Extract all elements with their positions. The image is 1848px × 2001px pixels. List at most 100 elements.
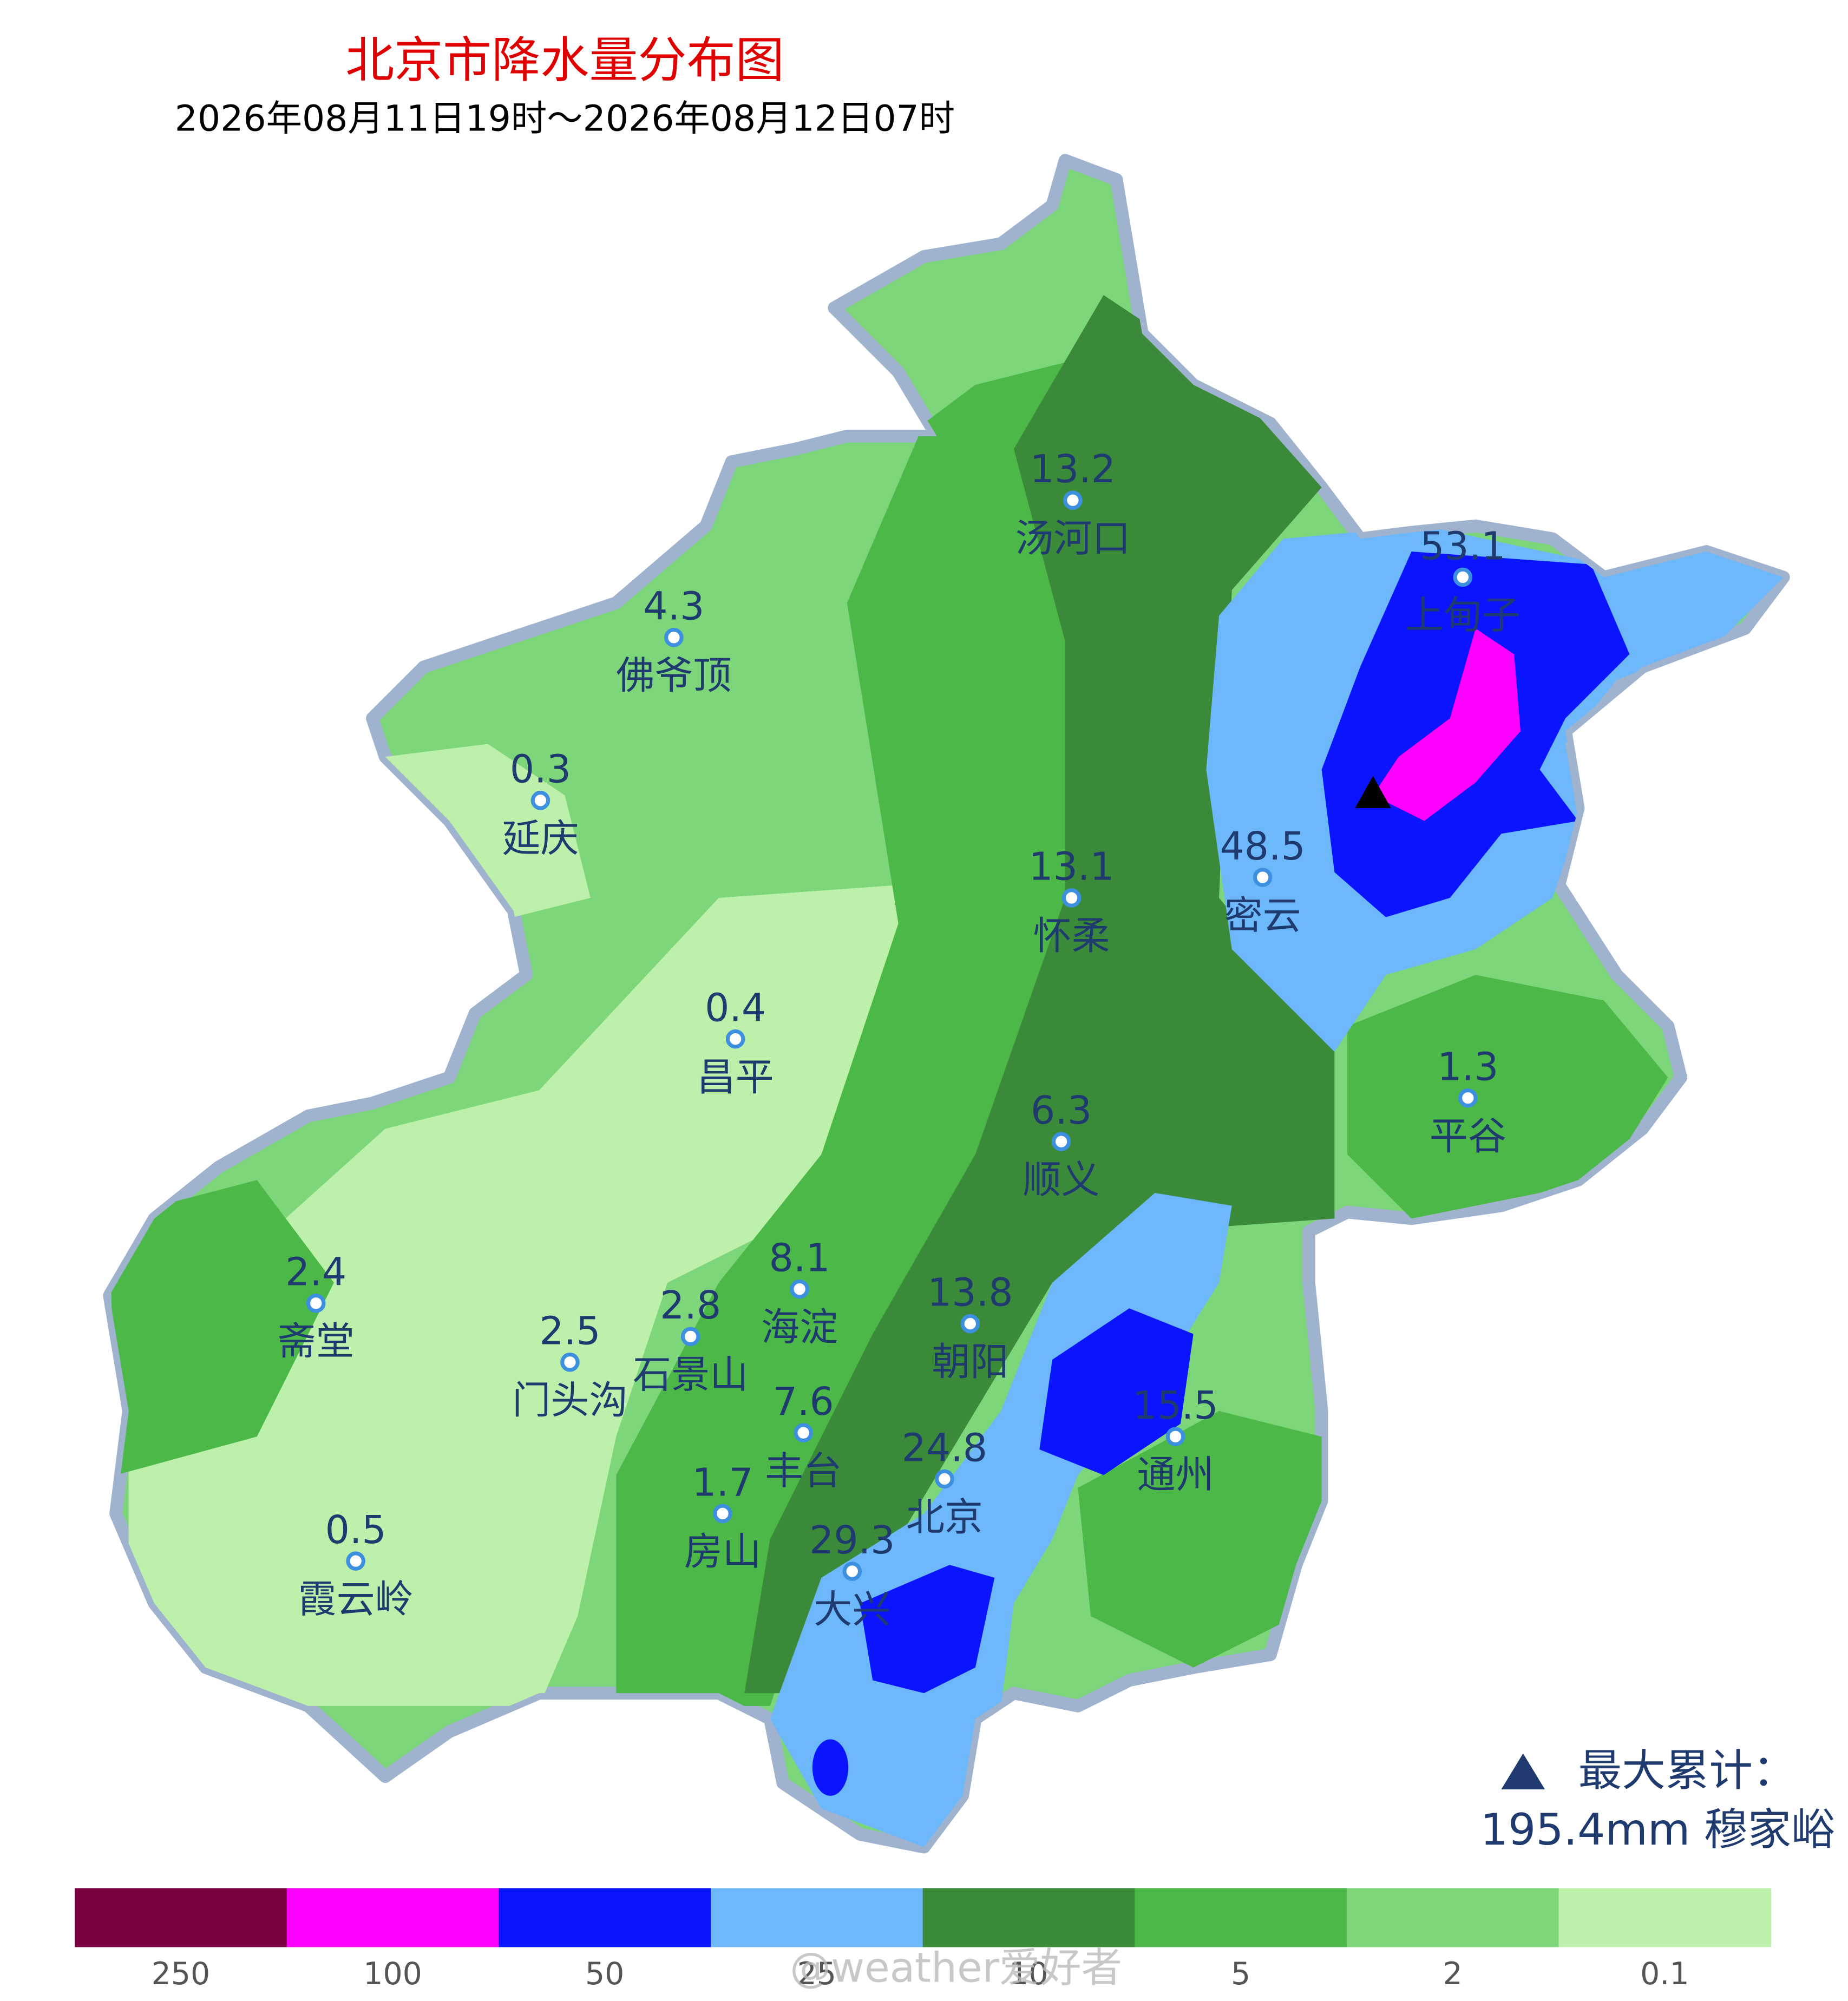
station-dot (842, 1562, 862, 1581)
station-value: 13.2 (1030, 447, 1116, 491)
zone-blue (1039, 1308, 1194, 1475)
station-dot (560, 1353, 580, 1372)
station-dot (1063, 490, 1083, 510)
legend-label: 50 (585, 1956, 624, 1992)
zone-green (1078, 1410, 1322, 1668)
station-value: 48.5 (1220, 824, 1306, 869)
station-name: 斋堂 (278, 1319, 355, 1364)
map-subtitle: 2026年08月11日19时～2026年08月12日07时 (175, 97, 955, 140)
station-name: 上甸子 (1405, 593, 1521, 638)
max-text: 195.4mm 穆家峪 (1480, 1805, 1835, 1855)
station-value: 8.1 (769, 1236, 830, 1281)
legend-swatch (286, 1888, 500, 1947)
station-value: 13.1 (1028, 844, 1114, 889)
max-label: 最大累计： (1578, 1746, 1797, 1796)
legend-swatch (499, 1888, 712, 1947)
station-value: 13.8 (927, 1270, 1013, 1315)
legend-swatch (1558, 1888, 1772, 1947)
station-name: 延庆 (502, 816, 579, 861)
rain-zones (109, 295, 1784, 1847)
max-triangle (1355, 776, 1391, 809)
station-name: 顺义 (1023, 1157, 1099, 1202)
station-name: 北京 (906, 1494, 983, 1539)
legend-label: 250 (152, 1956, 211, 1992)
station-name: 门头沟 (512, 1378, 627, 1423)
legend-swatch (922, 1888, 1136, 1947)
zone-green (109, 1180, 334, 1475)
legend-label: 100 (363, 1956, 422, 1992)
watermark: @weather爱好者 (790, 1944, 1122, 1991)
station-value: 0.3 (510, 747, 571, 792)
station-value: 0.4 (705, 985, 766, 1030)
zone-blue (812, 1739, 849, 1796)
zone-green (616, 359, 1078, 1706)
legend-label: 2 (1443, 1956, 1463, 1992)
station-value: 2.4 (285, 1250, 346, 1295)
legend: 250 100 50 25 10 5 2 0.1 (75, 1888, 1772, 1992)
zone-blue (860, 1565, 995, 1694)
station-dot (1458, 1088, 1478, 1108)
station-name: 昌平 (697, 1054, 774, 1099)
station-name: 房山 (684, 1529, 761, 1574)
legend-label: 25 (797, 1956, 836, 1992)
station-name: 大兴 (814, 1587, 890, 1632)
station-dot (794, 1423, 814, 1442)
station-value: 53.1 (1420, 523, 1505, 568)
station-value: 2.8 (660, 1283, 721, 1328)
precipitation-map (103, 154, 1790, 1854)
station-dot (664, 628, 684, 647)
station-value: 1.7 (692, 1460, 753, 1505)
map-title: 北京市降水量分布图 (345, 32, 784, 89)
max-legend-triangle (1501, 1753, 1545, 1789)
station-dot (1051, 1132, 1071, 1151)
station-name: 密云 (1224, 893, 1301, 938)
station-dot (346, 1551, 365, 1571)
station-value: 4.3 (643, 584, 704, 629)
station-dot (790, 1279, 809, 1299)
station-name: 霞云岭 (298, 1577, 414, 1622)
station-dot (713, 1504, 732, 1524)
legend-label: 0.1 (1640, 1956, 1689, 1992)
station-dot (960, 1314, 980, 1334)
station-name: 朝阳 (932, 1340, 1008, 1385)
station-name: 平谷 (1430, 1113, 1506, 1158)
zone-dark-green (744, 295, 1335, 1694)
station-value: 24.8 (902, 1425, 987, 1470)
zone-green (1347, 975, 1668, 1219)
zone-magenta (1373, 628, 1521, 821)
station-name: 怀柔 (1033, 914, 1110, 959)
station-name: 通州 (1137, 1452, 1214, 1497)
zone-light (385, 744, 591, 924)
station-name: 丰台 (765, 1448, 842, 1493)
station-name: 海淀 (761, 1305, 838, 1350)
legend-swatch (1346, 1888, 1559, 1947)
station-dot (935, 1469, 954, 1489)
station-dot (1253, 868, 1273, 887)
station-dot (725, 1029, 745, 1049)
station-value: 2.5 (539, 1309, 600, 1354)
station-value: 1.3 (1437, 1044, 1498, 1089)
stations: 13.2 汤河口 53.1 上甸子 4.3 佛爷顶 0.3 延庆 48.5 密云 13.1 怀柔 0.4… (278, 447, 1521, 1632)
station-name: 汤河口 (1015, 516, 1130, 561)
legend-swatch (1135, 1888, 1348, 1947)
legend-label: 5 (1231, 1956, 1250, 1992)
station-dot (530, 791, 551, 810)
station-value: 29.3 (809, 1518, 895, 1563)
station-name: 石景山 (633, 1352, 748, 1397)
legend-label: 10 (1009, 1956, 1048, 1992)
station-value: 0.5 (325, 1507, 386, 1552)
station-dot (1453, 567, 1473, 587)
legend-swatch (75, 1888, 287, 1947)
station-dot (680, 1327, 700, 1347)
station-name: 佛爷顶 (616, 653, 731, 698)
station-value: 15.5 (1132, 1383, 1218, 1428)
legend-swatch (711, 1888, 923, 1947)
station-value: 6.3 (1031, 1088, 1092, 1133)
station-dot (1165, 1427, 1185, 1447)
station-dot (306, 1294, 326, 1313)
station-value: 7.6 (773, 1379, 834, 1424)
station-dot (1061, 888, 1082, 908)
zone-light (128, 885, 925, 1706)
